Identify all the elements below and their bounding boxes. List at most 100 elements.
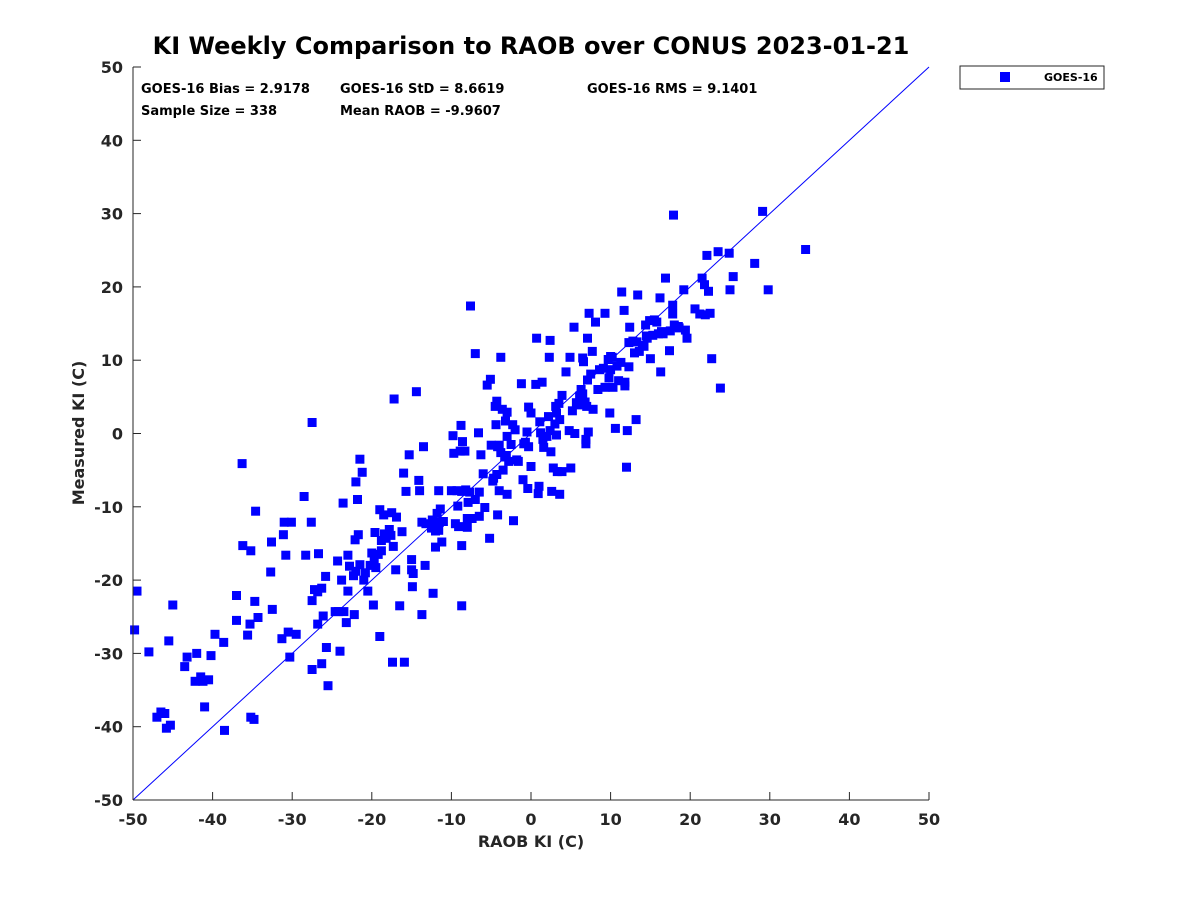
data-point bbox=[492, 470, 502, 479]
data-point bbox=[266, 567, 276, 577]
data-point bbox=[658, 329, 668, 339]
data-point bbox=[286, 517, 296, 527]
data-point bbox=[557, 390, 567, 400]
data-point bbox=[210, 629, 220, 639]
data-point bbox=[323, 681, 333, 691]
x-tick-label: 0 bbox=[525, 810, 536, 829]
data-point bbox=[449, 448, 459, 458]
data-point bbox=[586, 369, 596, 379]
x-axis-ticks: -50 -40 -30 -20 -10 0 10 20 30 40 50 bbox=[119, 792, 940, 829]
data-point bbox=[498, 465, 508, 475]
data-point bbox=[363, 586, 373, 596]
data-point bbox=[593, 385, 603, 394]
data-point bbox=[204, 675, 214, 685]
data-point bbox=[493, 510, 503, 520]
data-point bbox=[386, 530, 396, 540]
data-point bbox=[458, 437, 467, 447]
y-tick-label: -50 bbox=[94, 791, 123, 810]
data-point bbox=[375, 505, 385, 515]
data-point bbox=[555, 415, 565, 425]
x-tick-label: -40 bbox=[198, 810, 227, 829]
data-point bbox=[279, 517, 289, 527]
data-point bbox=[566, 463, 576, 473]
data-point bbox=[680, 325, 690, 335]
data-point bbox=[353, 495, 362, 504]
data-point bbox=[359, 575, 369, 585]
x-tick-label: 30 bbox=[759, 810, 781, 829]
data-point bbox=[588, 404, 598, 414]
data-point bbox=[581, 434, 591, 444]
data-point bbox=[546, 447, 556, 457]
data-point bbox=[452, 486, 462, 496]
data-point bbox=[576, 385, 586, 394]
data-point bbox=[614, 376, 624, 386]
data-point bbox=[470, 495, 480, 504]
data-point bbox=[448, 431, 458, 441]
data-point bbox=[518, 475, 528, 485]
data-point bbox=[466, 301, 475, 311]
y-tick-label: 10 bbox=[101, 351, 123, 370]
data-point bbox=[700, 310, 710, 320]
data-point bbox=[600, 308, 610, 318]
data-point bbox=[369, 557, 379, 567]
data-point bbox=[524, 402, 534, 412]
stat-bias: GOES-16 Bias = 2.9178 bbox=[141, 82, 310, 97]
x-tick-label: -30 bbox=[278, 810, 307, 829]
stat-rms: GOES-16 RMS = 9.1401 bbox=[587, 82, 757, 97]
data-point bbox=[232, 591, 241, 600]
data-point bbox=[494, 486, 504, 496]
data-point bbox=[350, 535, 360, 545]
data-point bbox=[605, 408, 615, 418]
data-point bbox=[446, 486, 456, 496]
data-point bbox=[190, 676, 200, 686]
data-point bbox=[728, 272, 738, 282]
data-point bbox=[544, 352, 554, 362]
data-point bbox=[355, 560, 365, 570]
y-tick-label: 40 bbox=[101, 131, 123, 150]
data-point bbox=[429, 519, 439, 529]
data-point bbox=[522, 427, 532, 437]
data-point bbox=[497, 404, 507, 414]
data-point bbox=[267, 604, 277, 614]
data-point bbox=[387, 508, 397, 518]
data-point bbox=[642, 333, 652, 343]
data-point bbox=[455, 446, 465, 456]
data-point bbox=[168, 600, 178, 610]
data-point bbox=[392, 512, 401, 522]
data-point bbox=[552, 467, 562, 477]
data-point bbox=[232, 615, 241, 625]
stats-annotations: GOES-16 Bias = 2.9178 GOES-16 StD = 8.66… bbox=[141, 82, 757, 119]
data-point bbox=[250, 596, 260, 606]
data-point bbox=[417, 610, 427, 620]
data-point bbox=[697, 273, 707, 283]
data-point bbox=[411, 387, 421, 397]
chart-title: KI Weekly Comparison to RAOB over CONUS … bbox=[153, 32, 910, 60]
data-point bbox=[474, 428, 483, 438]
data-point bbox=[299, 492, 309, 501]
data-point bbox=[360, 568, 370, 578]
data-point bbox=[353, 530, 363, 540]
data-point bbox=[619, 305, 629, 315]
data-point bbox=[337, 575, 347, 585]
data-point bbox=[371, 563, 381, 573]
data-point bbox=[552, 430, 561, 440]
data-point bbox=[333, 556, 343, 566]
data-point bbox=[502, 489, 512, 499]
data-point bbox=[552, 408, 561, 418]
data-point bbox=[509, 516, 518, 526]
data-point bbox=[453, 501, 463, 511]
data-point bbox=[502, 431, 512, 441]
data-point bbox=[180, 662, 190, 672]
data-point bbox=[314, 549, 323, 559]
data-point bbox=[355, 454, 365, 464]
data-point bbox=[669, 210, 678, 220]
data-point bbox=[388, 657, 397, 667]
data-point bbox=[715, 383, 725, 393]
data-point bbox=[438, 517, 448, 526]
y-tick-label: 20 bbox=[101, 278, 123, 297]
data-point bbox=[407, 582, 417, 592]
data-point bbox=[388, 541, 398, 551]
legend-marker-square bbox=[1000, 72, 1010, 82]
data-point bbox=[583, 427, 593, 437]
data-point bbox=[661, 273, 670, 283]
